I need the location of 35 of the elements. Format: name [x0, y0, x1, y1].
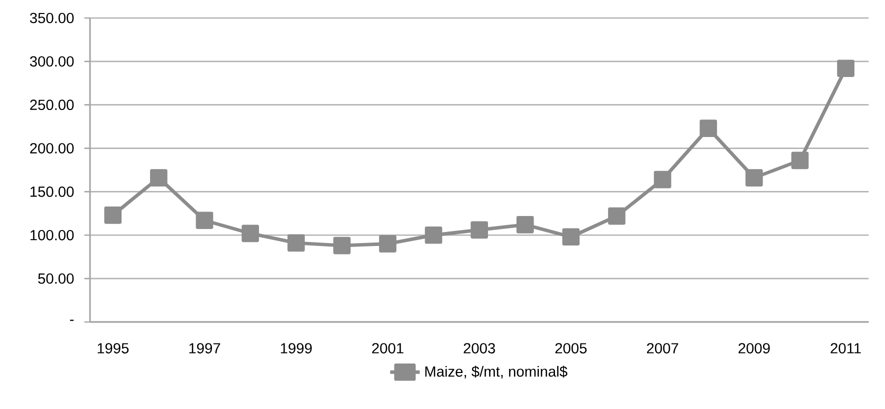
y-tick-label: 350.00 — [30, 12, 74, 24]
y-tick-label: - — [70, 320, 74, 321]
x-tick-label: 1997 — [189, 343, 220, 354]
point — [333, 236, 351, 254]
x-tick-label: 1999 — [280, 343, 312, 354]
legend-label: Maize, $/mt, nominal$ — [425, 366, 568, 378]
y-tick-label: 300.00 — [30, 56, 74, 67]
point — [654, 170, 672, 188]
point — [104, 206, 122, 224]
point — [424, 226, 442, 244]
y-tick-label: 150.00 — [30, 186, 74, 197]
point — [791, 152, 809, 170]
point — [470, 221, 488, 239]
point — [379, 235, 396, 252]
x-tick-label: 2005 — [555, 343, 587, 354]
point — [196, 212, 214, 230]
y-tick-label: 250.00 — [30, 100, 74, 110]
y-tick-label: 100.00 — [30, 230, 74, 240]
x-tick-label: 2009 — [738, 343, 770, 354]
x-tick-label: 2001 — [372, 343, 404, 354]
point — [242, 224, 259, 242]
point — [287, 234, 305, 252]
x-tick-label: 2011 — [830, 343, 861, 354]
point — [150, 169, 168, 186]
point — [516, 216, 534, 234]
x-tick-label: 1995 — [98, 343, 129, 354]
point — [562, 228, 580, 246]
point — [837, 60, 854, 78]
x-tick-label: 2007 — [646, 343, 678, 354]
point — [700, 120, 718, 137]
x-tick-label: 2003 — [464, 343, 495, 354]
point — [608, 207, 626, 225]
y-tick-label: 200.00 — [30, 143, 74, 154]
y-tick-label: 50.00 — [38, 273, 74, 284]
point — [745, 169, 763, 186]
